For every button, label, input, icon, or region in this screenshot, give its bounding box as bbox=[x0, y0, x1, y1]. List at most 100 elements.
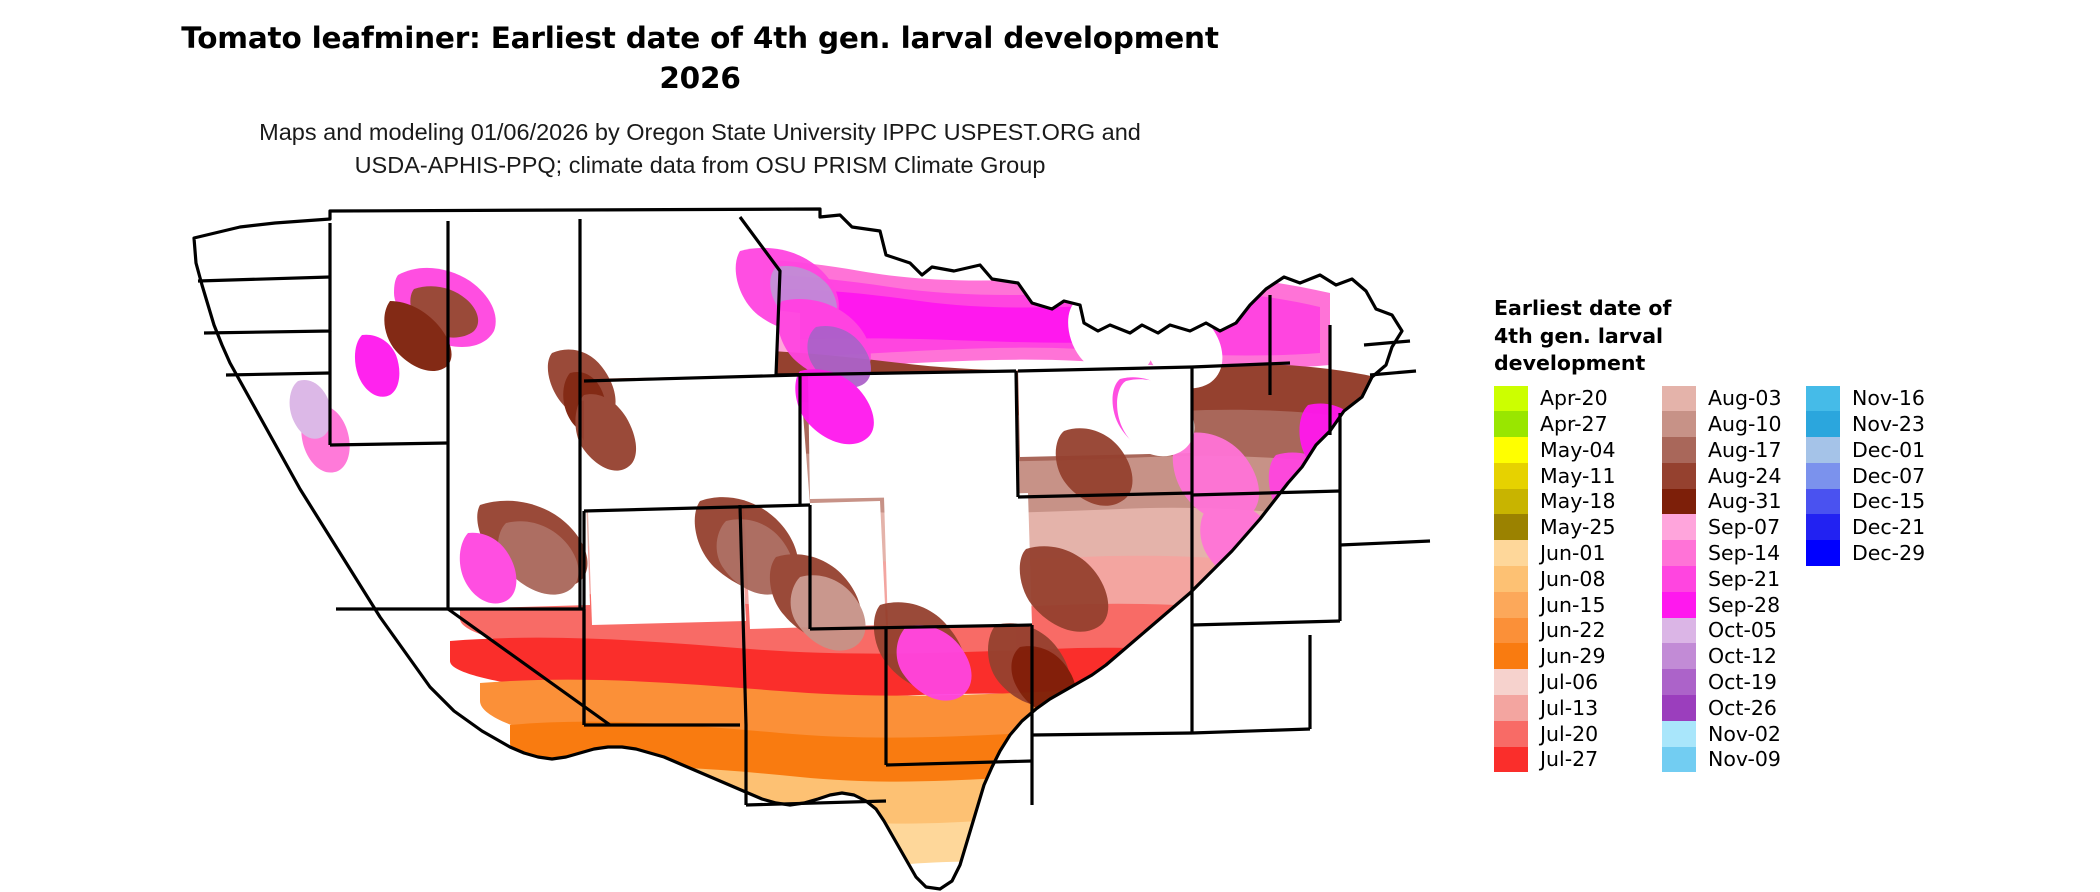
legend-label: Nov-23 bbox=[1852, 411, 1925, 436]
legend-swatch bbox=[1494, 411, 1528, 438]
legend-swatch bbox=[1662, 746, 1696, 773]
legend-swatch bbox=[1662, 591, 1696, 618]
legend-column-3: Nov-16 Nov-23 Dec-01 Dec-07 Dec-15 Dec-21 Dec-… bbox=[1806, 385, 1946, 567]
legend-label: Nov-09 bbox=[1708, 747, 1781, 772]
legend-item[interactable]: May-25 bbox=[1494, 514, 1662, 541]
legend-swatch bbox=[1806, 385, 1840, 412]
legend-item[interactable]: Jul-20 bbox=[1494, 720, 1662, 747]
legend-swatch bbox=[1662, 669, 1696, 696]
legend-item[interactable]: Dec-21 bbox=[1806, 514, 1946, 541]
legend-item[interactable]: Jun-22 bbox=[1494, 617, 1662, 644]
legend-item[interactable]: Nov-16 bbox=[1806, 385, 1946, 412]
legend-label: Jul-27 bbox=[1540, 747, 1599, 772]
legend-item[interactable]: Aug-03 bbox=[1662, 385, 1806, 412]
legend-label: Aug-17 bbox=[1708, 437, 1782, 462]
legend-label: Oct-05 bbox=[1708, 618, 1777, 643]
legend-label: Dec-21 bbox=[1852, 515, 1926, 540]
legend-column-1: Apr-20 Apr-27 May-04 May-11 May-18 May-25 Jun-… bbox=[1494, 385, 1662, 773]
legend-swatch bbox=[1662, 566, 1696, 592]
legend-swatch bbox=[1494, 643, 1528, 670]
legend-swatch bbox=[1494, 462, 1528, 489]
legend-item[interactable]: May-04 bbox=[1494, 437, 1662, 463]
legend-item[interactable]: May-11 bbox=[1494, 462, 1662, 489]
legend-swatch bbox=[1494, 566, 1528, 592]
legend-item[interactable]: Apr-20 bbox=[1494, 385, 1662, 412]
legend-item[interactable]: Jun-08 bbox=[1494, 566, 1662, 592]
title-line-1: Tomato leafminer: Earliest date of 4th g… bbox=[181, 21, 1219, 55]
legend-swatch bbox=[1662, 540, 1696, 567]
legend-label: Sep-14 bbox=[1708, 540, 1781, 565]
legend-item[interactable]: Nov-02 bbox=[1662, 720, 1806, 747]
legend-swatch bbox=[1494, 540, 1528, 567]
legend-swatch bbox=[1806, 514, 1840, 541]
legend-item[interactable]: May-18 bbox=[1494, 488, 1662, 515]
legend-swatch bbox=[1806, 540, 1840, 567]
legend-swatch bbox=[1662, 411, 1696, 438]
legend-swatch bbox=[1662, 462, 1696, 489]
legend-label: Jun-01 bbox=[1540, 540, 1606, 565]
legend-item[interactable]: Oct-12 bbox=[1662, 643, 1806, 670]
legend-swatch bbox=[1806, 462, 1840, 489]
legend-item[interactable]: Apr-27 bbox=[1494, 411, 1662, 438]
subtitle-line-2: USDA-APHIS-PPQ; climate data from OSU PR… bbox=[354, 152, 1046, 178]
legend-item[interactable]: Dec-01 bbox=[1806, 437, 1946, 463]
choropleth-map bbox=[180, 205, 1500, 892]
legend-item[interactable]: Jul-13 bbox=[1494, 695, 1662, 721]
legend-swatch bbox=[1494, 617, 1528, 644]
legend-label: Jul-06 bbox=[1540, 669, 1599, 694]
legend-swatch bbox=[1662, 720, 1696, 747]
legend-swatch bbox=[1494, 720, 1528, 747]
legend-item[interactable]: Oct-05 bbox=[1662, 617, 1806, 644]
legend-swatch bbox=[1662, 643, 1696, 670]
page-subtitle: Maps and modeling 01/06/2026 by Oregon S… bbox=[0, 116, 1400, 182]
legend-label: Oct-12 bbox=[1708, 644, 1777, 669]
legend-title: Earliest date of 4th gen. larval develop… bbox=[1494, 296, 1672, 375]
legend-swatch bbox=[1806, 488, 1840, 515]
legend-item[interactable]: Jul-27 bbox=[1494, 746, 1662, 773]
map-data-layer bbox=[180, 205, 1500, 892]
legend-item[interactable]: Aug-17 bbox=[1662, 437, 1806, 463]
legend-swatch bbox=[1494, 746, 1528, 773]
legend-label: Nov-16 bbox=[1852, 386, 1925, 411]
map-legend: Earliest date of 4th gen. larval develop… bbox=[1494, 295, 2094, 773]
legend-swatch bbox=[1662, 437, 1696, 463]
legend-item[interactable]: Sep-14 bbox=[1662, 540, 1806, 567]
legend-item[interactable]: Aug-10 bbox=[1662, 411, 1806, 438]
legend-item[interactable]: Sep-21 bbox=[1662, 566, 1806, 592]
legend-item[interactable]: Nov-23 bbox=[1806, 411, 1946, 438]
legend-label: Aug-31 bbox=[1708, 489, 1782, 514]
legend-label: Dec-07 bbox=[1852, 463, 1926, 488]
legend-label: Aug-03 bbox=[1708, 386, 1782, 411]
legend-label: Apr-20 bbox=[1540, 386, 1608, 411]
legend-item[interactable]: Aug-31 bbox=[1662, 488, 1806, 515]
legend-item[interactable]: Dec-29 bbox=[1806, 540, 1946, 567]
legend-item[interactable]: Jun-15 bbox=[1494, 591, 1662, 618]
legend-item[interactable]: Dec-07 bbox=[1806, 462, 1946, 489]
legend-label: Aug-10 bbox=[1708, 411, 1782, 436]
legend-swatch bbox=[1662, 385, 1696, 412]
legend-swatch bbox=[1494, 591, 1528, 618]
legend-label: Sep-28 bbox=[1708, 592, 1781, 617]
legend-item[interactable]: Jul-06 bbox=[1494, 669, 1662, 696]
legend-item[interactable]: Nov-09 bbox=[1662, 746, 1806, 773]
legend-label: Nov-02 bbox=[1708, 721, 1781, 746]
legend-item[interactable]: Oct-26 bbox=[1662, 695, 1806, 721]
legend-label: Jul-20 bbox=[1540, 721, 1599, 746]
legend-column-2: Aug-03 Aug-10 Aug-17 Aug-24 Aug-31 Sep-07 Sep-… bbox=[1662, 385, 1806, 773]
state-boundaries bbox=[192, 207, 1431, 891]
legend-swatch bbox=[1806, 437, 1840, 463]
title-line-2: 2026 bbox=[659, 61, 741, 95]
legend-label: Oct-26 bbox=[1708, 695, 1777, 720]
legend-item[interactable]: Jun-01 bbox=[1494, 540, 1662, 567]
legend-label: Dec-01 bbox=[1852, 437, 1926, 462]
legend-item[interactable]: Sep-28 bbox=[1662, 591, 1806, 618]
legend-item[interactable]: Sep-07 bbox=[1662, 514, 1806, 541]
legend-item[interactable]: Jun-29 bbox=[1494, 643, 1662, 670]
legend-swatch bbox=[1662, 617, 1696, 644]
legend-label: May-04 bbox=[1540, 437, 1616, 462]
legend-label: Jun-08 bbox=[1540, 566, 1606, 591]
legend-swatch bbox=[1494, 514, 1528, 541]
legend-item[interactable]: Dec-15 bbox=[1806, 488, 1946, 515]
legend-item[interactable]: Oct-19 bbox=[1662, 669, 1806, 696]
legend-item[interactable]: Aug-24 bbox=[1662, 462, 1806, 489]
